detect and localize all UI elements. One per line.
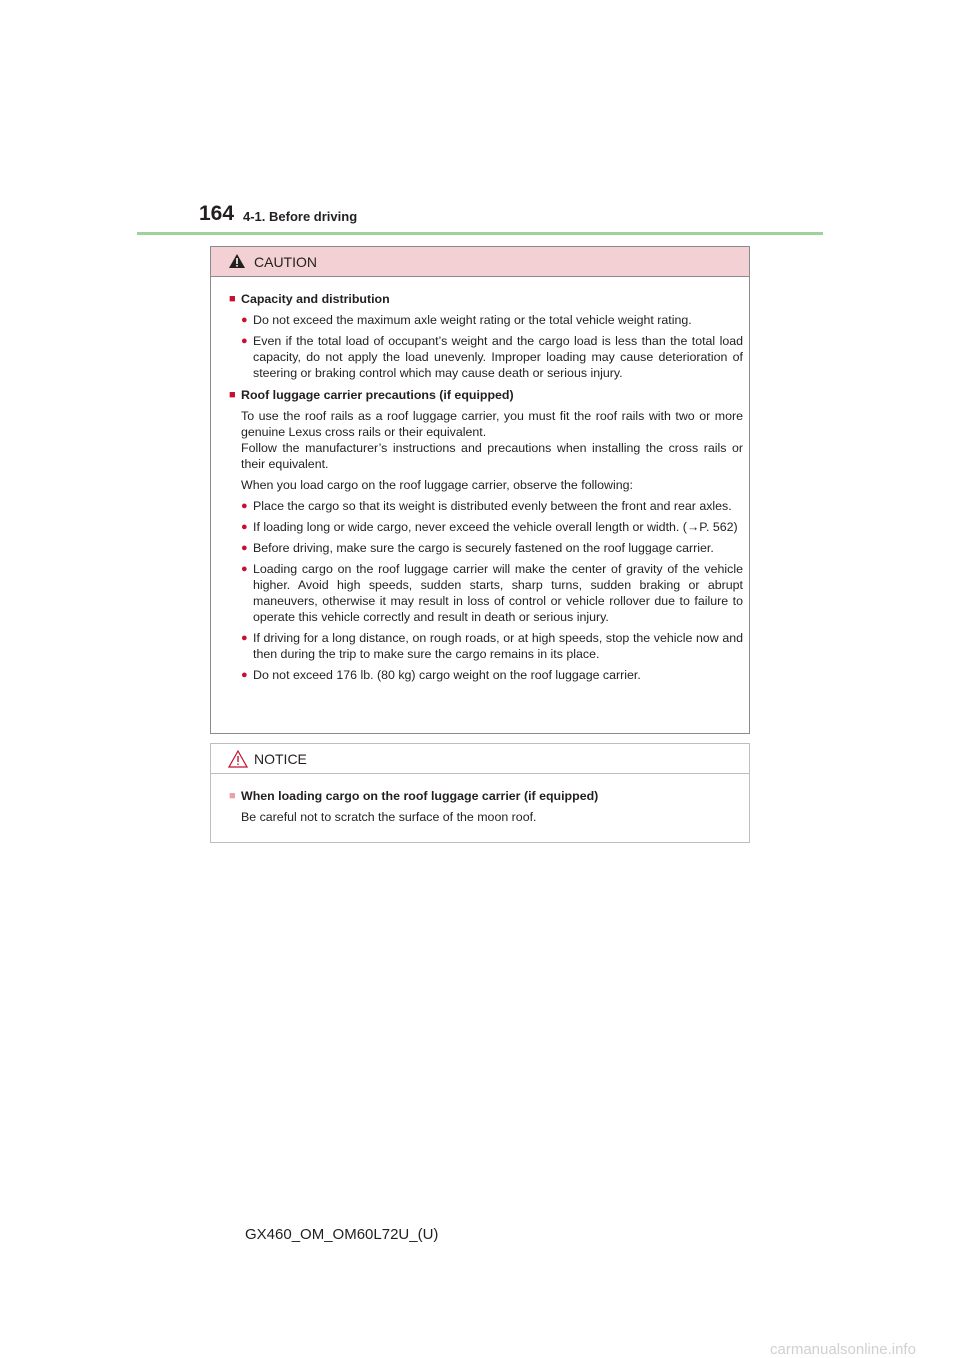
caution-box: CAUTION Capacity and distribution Do not…	[210, 246, 750, 734]
notice-title: NOTICE	[254, 751, 307, 767]
heading: When loading cargo on the roof luggage c…	[229, 788, 743, 804]
footer-code: GX460_OM_OM60L72U_(U)	[245, 1226, 439, 1243]
caution-content: Capacity and distribution Do not exceed …	[211, 277, 749, 683]
notice-icon	[228, 750, 248, 768]
caution-header: CAUTION	[211, 247, 749, 277]
watermark: carmanualsonline.info	[770, 1341, 916, 1358]
caution-title: CAUTION	[254, 254, 317, 270]
notice-content: When loading cargo on the roof luggage c…	[211, 774, 749, 825]
page-number: 164	[199, 202, 235, 225]
bullet: Even if the total load of occupant’s wei…	[229, 333, 743, 381]
notice-box: NOTICE When loading cargo on the roof lu…	[210, 743, 750, 843]
section-title: 4-1. Before driving	[243, 209, 358, 224]
bullet: Loading cargo on the roof luggage carrie…	[229, 561, 743, 625]
bullet: Before driving, make sure the cargo is s…	[229, 540, 743, 556]
heading: Capacity and distribution	[229, 291, 743, 307]
bullet: Do not exceed the maximum axle weight ra…	[229, 312, 743, 328]
bullet: Place the cargo so that its weight is di…	[229, 498, 743, 514]
heading: Roof luggage carrier precautions (if equ…	[229, 387, 743, 403]
header-rule	[137, 232, 823, 235]
notice-header: NOTICE	[211, 744, 749, 774]
bullet: If driving for a long distance, on rough…	[229, 630, 743, 662]
paragraph: To use the roof rails as a roof luggage …	[241, 409, 743, 439]
paragraph: When you load cargo on the roof luggage …	[241, 478, 633, 492]
bullet: If loading long or wide cargo, never exc…	[229, 519, 743, 535]
paragraph: Be careful not to scratch the surface of…	[241, 810, 537, 824]
paragraph: Follow the manufacturer’s instructions a…	[241, 441, 743, 471]
warning-icon	[229, 254, 245, 268]
bullet: Do not exceed 176 lb. (80 kg) cargo weig…	[229, 667, 743, 683]
